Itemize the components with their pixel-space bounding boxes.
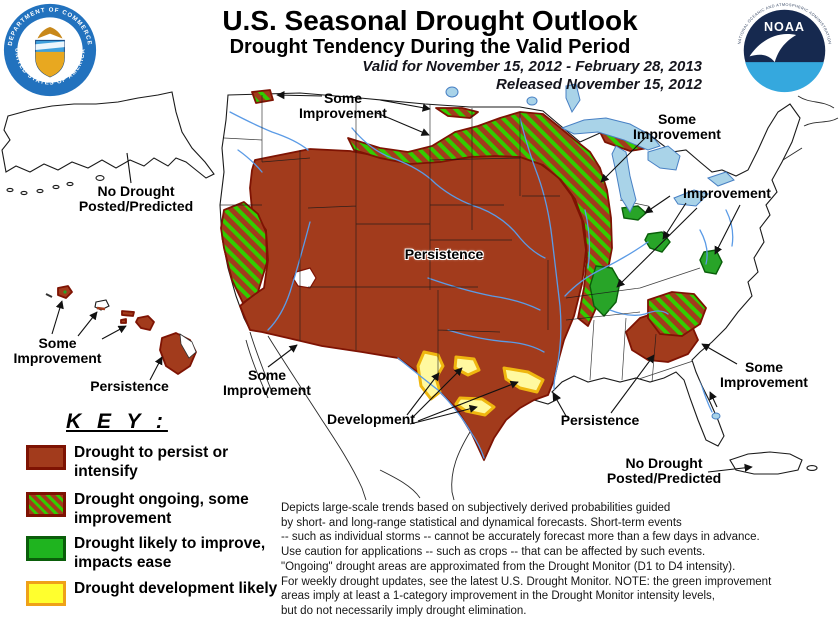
rivers	[229, 111, 734, 413]
footnote-text: Depicts large-scale trends based on subj…	[281, 501, 837, 619]
label-nw-some-improvement: Some Improvement	[299, 90, 387, 121]
noaa-logo-icon: NATIONAL OCEANIC AND ATMOSPHERIC ADMINIS…	[736, 2, 832, 92]
legend-item-persist: Drought to persist or intensify	[22, 443, 289, 481]
released-date-text: Released November 15, 2012	[496, 76, 702, 93]
improve-swatch	[26, 536, 66, 561]
noaa-logo: NATIONAL OCEANIC AND ATMOSPHERIC ADMINIS…	[736, 2, 833, 99]
footnote-line: Use caution for applications -- such as …	[281, 546, 706, 559]
southeast-ongoing-region	[647, 291, 707, 337]
label-arrows	[51, 91, 753, 473]
drought-improve-regions	[589, 205, 723, 318]
footnote-line: For weekly drought updates, see the late…	[281, 575, 772, 588]
footnote-line: by short- and long-range statistical and…	[281, 516, 682, 529]
alaska	[1, 91, 215, 196]
legend-item-ongoing: Drought ongoing, some improvement	[22, 490, 289, 528]
footnote-line: "Ongoing" drought areas are approximated…	[281, 560, 736, 573]
label-hawaii-persistence: Persistence	[90, 378, 169, 394]
state-borders	[220, 95, 701, 383]
great-lakes	[445, 83, 735, 420]
hawaii	[45, 285, 197, 375]
footnote-line: Depicts large-scale trends based on subj…	[281, 502, 671, 514]
label-persistence-center: Persistence	[404, 246, 484, 262]
label-sw-some-improvement: Some Improvement	[223, 367, 311, 398]
footnote-line: areas imply at least a 1-category improv…	[281, 590, 716, 603]
label-development: Development	[327, 411, 415, 427]
development-swatch	[26, 581, 66, 606]
arizona-white-notch	[292, 267, 317, 289]
label-pr-no-drought: No Drought Posted/Predicted	[606, 455, 722, 486]
puerto-rico	[729, 451, 818, 475]
valid-period-text: Valid for November 15, 2012 - February 2…	[362, 58, 702, 75]
label-alaska-no-drought: No Drought Posted/Predicted	[78, 183, 194, 214]
label-improvement: Improvement	[683, 185, 771, 201]
persist-swatch	[26, 445, 66, 470]
footnote-line: but do not necessarily imply drought eli…	[281, 604, 527, 617]
legend-item-development: Drought development likely	[22, 579, 289, 606]
label-e-some-improvement: Some Improvement	[720, 359, 808, 390]
footnote-line: -- such as individual storms -- cannot b…	[281, 531, 760, 544]
label-hawaii-some-improvement: Some Improvement	[13, 335, 102, 366]
rio-grande-river	[397, 357, 485, 459]
page-title: U.S. Seasonal Drought Outlook	[222, 5, 638, 36]
legend: K E Y :	[22, 410, 272, 434]
department-of-commerce-seal: DEPARTMENT OF COMMERCE UNITED STATES OF …	[2, 2, 98, 98]
title-block: U.S. Seasonal Drought Outlook Drought Te…	[110, 5, 750, 59]
noaa-acronym-text: NOAA	[764, 20, 805, 34]
label-ne-some-improvement: Some Improvement	[633, 111, 721, 142]
legend-title: K E Y :	[66, 410, 168, 433]
legend-item-improve: Drought likely to improve, impacts ease	[22, 534, 289, 572]
doc-seal-icon: DEPARTMENT OF COMMERCE UNITED STATES OF …	[3, 3, 97, 97]
date-block: Valid for November 15, 2012 - February 2…	[300, 58, 702, 94]
page-subtitle: Drought Tendency During the Valid Period	[229, 36, 631, 58]
ongoing-swatch	[26, 492, 66, 517]
label-se-persistence: Persistence	[560, 412, 640, 428]
